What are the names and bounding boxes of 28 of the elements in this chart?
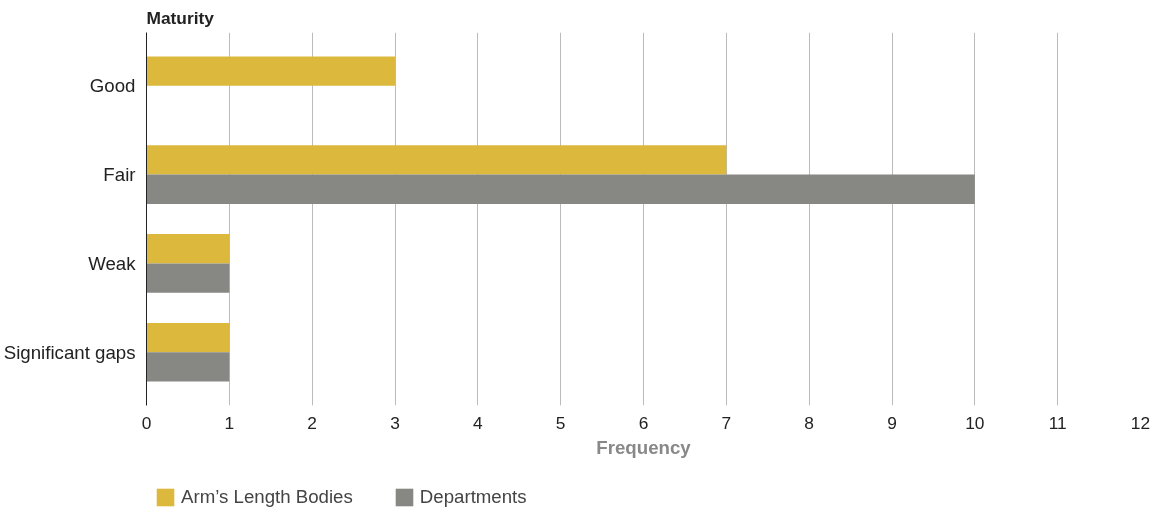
y-tick-label: Weak (88, 252, 137, 274)
y-tick-label: Fair (103, 164, 136, 186)
bar (146, 352, 230, 382)
x-tick-label: 11 (1048, 412, 1067, 433)
legend-label: Arm’s Length Bodies (181, 486, 353, 508)
legend-label: Departments (419, 486, 527, 508)
y-axis-title: Maturity (146, 7, 215, 28)
x-tick-label: 7 (721, 412, 732, 433)
x-tick-label: 2 (307, 412, 317, 433)
x-tick-label: 0 (141, 412, 152, 433)
y-tick-label: Significant gaps (3, 341, 136, 363)
x-tick-label: 1 (224, 412, 235, 433)
bar (146, 56, 395, 86)
x-tick-label: 5 (555, 412, 566, 433)
bar (146, 263, 230, 293)
x-tick-label: 9 (887, 412, 897, 433)
x-tick-label: 6 (638, 412, 649, 433)
bar (146, 145, 727, 175)
x-tick-label: 3 (390, 412, 400, 433)
bar (146, 234, 230, 264)
bar (146, 174, 975, 204)
x-tick-label: 12 (1130, 412, 1151, 433)
x-axis-title: Frequency (596, 436, 692, 458)
x-tick-label: 10 (965, 412, 985, 433)
bar (146, 322, 230, 353)
x-tick-label: 8 (804, 412, 814, 433)
x-tick-label: 4 (473, 412, 484, 433)
y-tick-label: Good (89, 75, 136, 97)
